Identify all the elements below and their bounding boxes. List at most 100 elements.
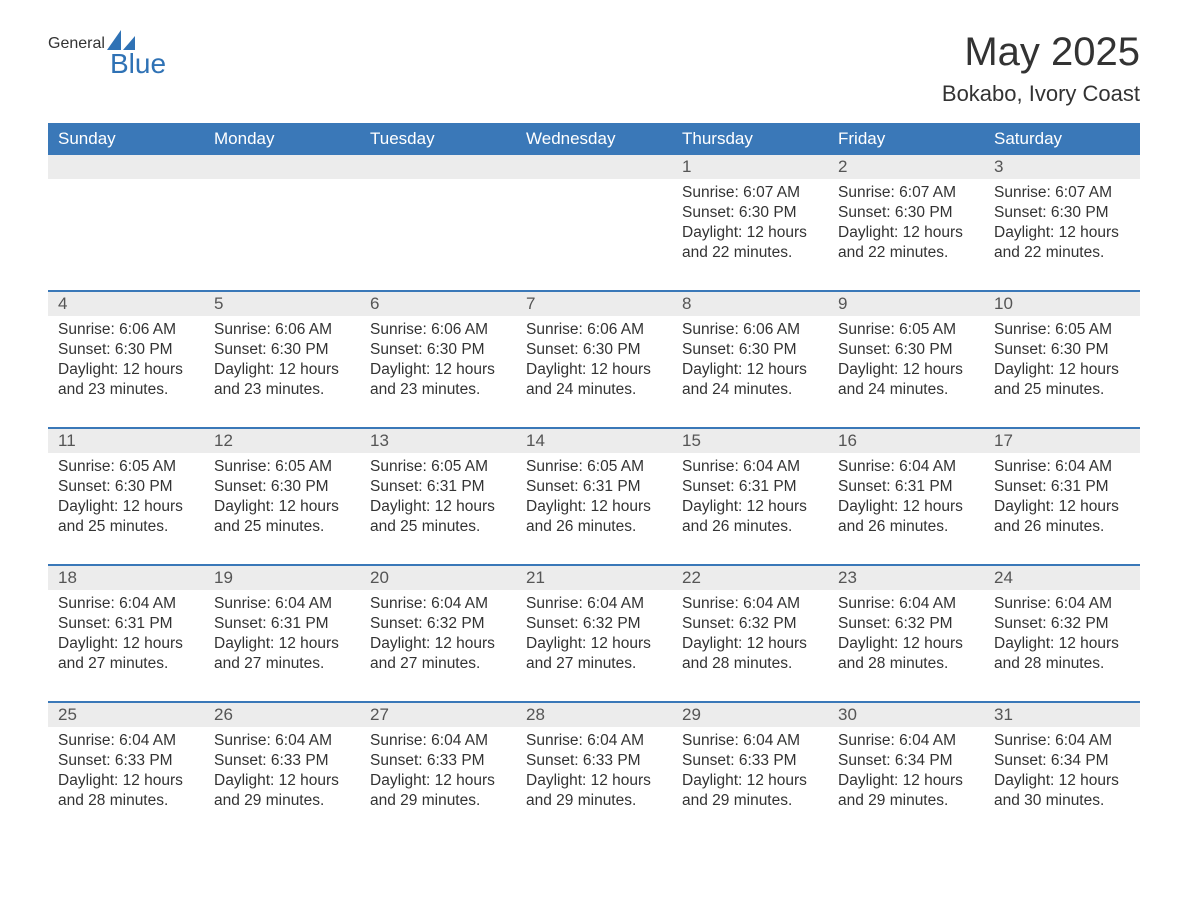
daylight-line: Daylight: 12 hours and 29 minutes. <box>838 771 974 811</box>
day-content-cell: Sunrise: 6:04 AMSunset: 6:33 PMDaylight:… <box>48 727 204 839</box>
page-title: May 2025 <box>942 30 1140 75</box>
daylight-line: Daylight: 12 hours and 26 minutes. <box>682 497 818 537</box>
day-content-cell: Sunrise: 6:04 AMSunset: 6:33 PMDaylight:… <box>672 727 828 839</box>
sunrise-line: Sunrise: 6:04 AM <box>994 594 1130 614</box>
calendar-content-row: Sunrise: 6:04 AMSunset: 6:33 PMDaylight:… <box>48 727 1140 839</box>
day-content-cell: Sunrise: 6:04 AMSunset: 6:32 PMDaylight:… <box>672 590 828 702</box>
day-content-cell: Sunrise: 6:06 AMSunset: 6:30 PMDaylight:… <box>48 316 204 428</box>
day-number-cell: 15 <box>672 428 828 453</box>
day-content-cell: Sunrise: 6:06 AMSunset: 6:30 PMDaylight:… <box>204 316 360 428</box>
sunrise-line: Sunrise: 6:04 AM <box>838 594 974 614</box>
sunset-line: Sunset: 6:30 PM <box>994 340 1130 360</box>
sunrise-line: Sunrise: 6:05 AM <box>994 320 1130 340</box>
day-number-cell: 2 <box>828 155 984 179</box>
sunrise-line: Sunrise: 6:04 AM <box>526 731 662 751</box>
sunrise-line: Sunrise: 6:04 AM <box>994 731 1130 751</box>
daylight-line: Daylight: 12 hours and 22 minutes. <box>994 223 1130 263</box>
daylight-line: Daylight: 12 hours and 28 minutes. <box>994 634 1130 674</box>
day-content-cell <box>360 179 516 291</box>
sunrise-line: Sunrise: 6:05 AM <box>370 457 506 477</box>
day-number-cell <box>516 155 672 179</box>
day-content-cell <box>204 179 360 291</box>
day-content-cell <box>48 179 204 291</box>
day-number-cell: 24 <box>984 565 1140 590</box>
day-content-cell: Sunrise: 6:04 AMSunset: 6:33 PMDaylight:… <box>360 727 516 839</box>
sunrise-line: Sunrise: 6:04 AM <box>682 457 818 477</box>
title-block: May 2025 Bokabo, Ivory Coast <box>942 30 1140 107</box>
day-number-cell: 3 <box>984 155 1140 179</box>
sunrise-line: Sunrise: 6:04 AM <box>214 594 350 614</box>
day-content-cell: Sunrise: 6:06 AMSunset: 6:30 PMDaylight:… <box>516 316 672 428</box>
day-header: Friday <box>828 123 984 155</box>
day-number-cell: 23 <box>828 565 984 590</box>
sunset-line: Sunset: 6:31 PM <box>58 614 194 634</box>
sunset-line: Sunset: 6:30 PM <box>370 340 506 360</box>
day-number-cell: 31 <box>984 702 1140 727</box>
sunset-line: Sunset: 6:32 PM <box>370 614 506 634</box>
sunset-line: Sunset: 6:32 PM <box>682 614 818 634</box>
day-content-cell: Sunrise: 6:06 AMSunset: 6:30 PMDaylight:… <box>672 316 828 428</box>
sunset-line: Sunset: 6:31 PM <box>526 477 662 497</box>
sunset-line: Sunset: 6:30 PM <box>526 340 662 360</box>
day-content-cell: Sunrise: 6:04 AMSunset: 6:34 PMDaylight:… <box>828 727 984 839</box>
sunset-line: Sunset: 6:33 PM <box>214 751 350 771</box>
daylight-line: Daylight: 12 hours and 25 minutes. <box>370 497 506 537</box>
day-content-cell: Sunrise: 6:05 AMSunset: 6:30 PMDaylight:… <box>984 316 1140 428</box>
day-header: Saturday <box>984 123 1140 155</box>
day-header: Monday <box>204 123 360 155</box>
location-subtitle: Bokabo, Ivory Coast <box>942 81 1140 107</box>
day-content-cell: Sunrise: 6:05 AMSunset: 6:30 PMDaylight:… <box>204 453 360 565</box>
day-number-cell: 12 <box>204 428 360 453</box>
day-content-cell: Sunrise: 6:04 AMSunset: 6:31 PMDaylight:… <box>204 590 360 702</box>
daylight-line: Daylight: 12 hours and 27 minutes. <box>58 634 194 674</box>
day-number-cell <box>204 155 360 179</box>
day-content-cell: Sunrise: 6:04 AMSunset: 6:31 PMDaylight:… <box>672 453 828 565</box>
day-content-cell: Sunrise: 6:07 AMSunset: 6:30 PMDaylight:… <box>672 179 828 291</box>
daylight-line: Daylight: 12 hours and 28 minutes. <box>58 771 194 811</box>
daylight-line: Daylight: 12 hours and 26 minutes. <box>994 497 1130 537</box>
day-content-cell: Sunrise: 6:04 AMSunset: 6:32 PMDaylight:… <box>516 590 672 702</box>
sunrise-line: Sunrise: 6:04 AM <box>58 594 194 614</box>
day-header: Tuesday <box>360 123 516 155</box>
daylight-line: Daylight: 12 hours and 25 minutes. <box>994 360 1130 400</box>
brand-logo: General Blue <box>48 30 166 78</box>
day-number-cell: 5 <box>204 291 360 316</box>
daylight-line: Daylight: 12 hours and 30 minutes. <box>994 771 1130 811</box>
day-header: Wednesday <box>516 123 672 155</box>
daylight-line: Daylight: 12 hours and 23 minutes. <box>214 360 350 400</box>
day-number-cell: 25 <box>48 702 204 727</box>
day-number-cell: 26 <box>204 702 360 727</box>
day-content-cell: Sunrise: 6:06 AMSunset: 6:30 PMDaylight:… <box>360 316 516 428</box>
sunrise-line: Sunrise: 6:04 AM <box>682 594 818 614</box>
sunrise-line: Sunrise: 6:06 AM <box>214 320 350 340</box>
daylight-line: Daylight: 12 hours and 28 minutes. <box>682 634 818 674</box>
day-header: Thursday <box>672 123 828 155</box>
daylight-line: Daylight: 12 hours and 22 minutes. <box>682 223 818 263</box>
sunset-line: Sunset: 6:33 PM <box>370 751 506 771</box>
sunset-line: Sunset: 6:31 PM <box>838 477 974 497</box>
daylight-line: Daylight: 12 hours and 25 minutes. <box>214 497 350 537</box>
day-content-cell: Sunrise: 6:04 AMSunset: 6:32 PMDaylight:… <box>360 590 516 702</box>
day-number-cell: 16 <box>828 428 984 453</box>
day-content-cell: Sunrise: 6:04 AMSunset: 6:32 PMDaylight:… <box>984 590 1140 702</box>
sunrise-line: Sunrise: 6:05 AM <box>58 457 194 477</box>
sunset-line: Sunset: 6:30 PM <box>58 477 194 497</box>
daylight-line: Daylight: 12 hours and 27 minutes. <box>526 634 662 674</box>
daylight-line: Daylight: 12 hours and 25 minutes. <box>58 497 194 537</box>
calendar-daynum-row: 25262728293031 <box>48 702 1140 727</box>
sunrise-line: Sunrise: 6:04 AM <box>370 731 506 751</box>
daylight-line: Daylight: 12 hours and 23 minutes. <box>58 360 194 400</box>
sunrise-line: Sunrise: 6:04 AM <box>838 457 974 477</box>
day-number-cell: 4 <box>48 291 204 316</box>
sunset-line: Sunset: 6:30 PM <box>838 340 974 360</box>
sunrise-line: Sunrise: 6:07 AM <box>838 183 974 203</box>
day-content-cell: Sunrise: 6:05 AMSunset: 6:31 PMDaylight:… <box>516 453 672 565</box>
day-number-cell: 21 <box>516 565 672 590</box>
day-number-cell <box>360 155 516 179</box>
calendar-daynum-row: 123 <box>48 155 1140 179</box>
calendar-content-row: Sunrise: 6:06 AMSunset: 6:30 PMDaylight:… <box>48 316 1140 428</box>
day-content-cell: Sunrise: 6:04 AMSunset: 6:32 PMDaylight:… <box>828 590 984 702</box>
day-number-cell: 18 <box>48 565 204 590</box>
day-number-cell: 29 <box>672 702 828 727</box>
sunrise-line: Sunrise: 6:04 AM <box>370 594 506 614</box>
